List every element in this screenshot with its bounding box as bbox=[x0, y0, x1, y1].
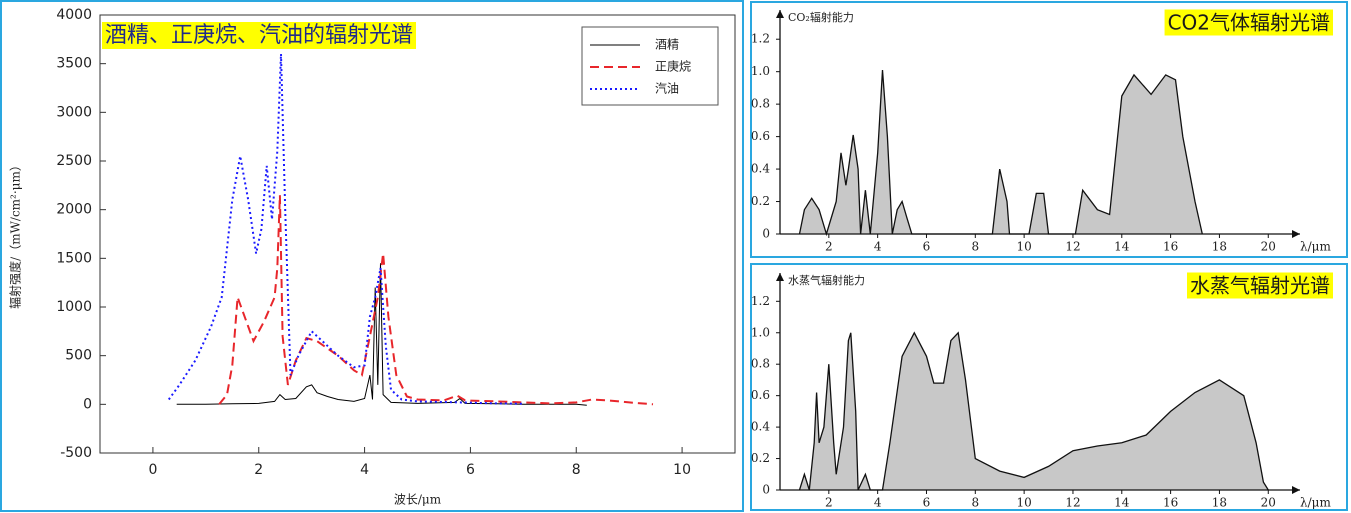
title-background bbox=[1187, 272, 1333, 299]
x-tick-label: 10 bbox=[1016, 240, 1031, 254]
series-line bbox=[218, 195, 654, 406]
y-tick-label: 1.2 bbox=[751, 32, 770, 46]
x-tick-label: 6 bbox=[923, 240, 931, 254]
y-tick-label: 0.6 bbox=[751, 129, 770, 143]
area-fill bbox=[799, 70, 1203, 234]
x-tick-label: 18 bbox=[1212, 240, 1227, 254]
plot-frame bbox=[99, 14, 736, 454]
x-tick-label: 8 bbox=[572, 462, 581, 478]
y-tick-label: 1000 bbox=[56, 299, 92, 315]
x-tick-label: 2 bbox=[825, 496, 833, 510]
x-axis-label: 波长/μm bbox=[394, 493, 442, 507]
x-tick-label: 2 bbox=[825, 240, 833, 254]
panel-border bbox=[750, 263, 1348, 511]
y-axis-label: CO₂辐射能力 bbox=[788, 10, 854, 24]
area-outline bbox=[798, 70, 1203, 237]
y-tick-label: 0 bbox=[762, 483, 770, 497]
x-axis-label: λ/μm bbox=[1300, 240, 1331, 254]
y-tick-label: 3000 bbox=[56, 104, 92, 120]
panel-border bbox=[750, 1, 1348, 258]
x-tick-label: 4 bbox=[360, 462, 369, 478]
axis-arrow bbox=[1292, 230, 1300, 238]
x-tick-label: 2 bbox=[254, 462, 263, 478]
panel-border bbox=[0, 0, 744, 512]
axis-arrow bbox=[1292, 486, 1300, 494]
x-tick-label: 8 bbox=[971, 240, 979, 254]
series-line bbox=[176, 263, 587, 406]
y-tick-label: 3500 bbox=[56, 56, 92, 72]
x-tick-label: 4 bbox=[874, 496, 882, 510]
title-background bbox=[1164, 9, 1333, 36]
x-tick-label: 14 bbox=[1114, 240, 1130, 254]
area-fill bbox=[799, 332, 1269, 490]
y-tick-label: 500 bbox=[65, 348, 92, 364]
y-tick-label: 0.6 bbox=[751, 388, 770, 402]
y-tick-label: -500 bbox=[60, 445, 92, 461]
y-tick-label: 0 bbox=[83, 396, 92, 412]
x-tick-label: 6 bbox=[923, 496, 931, 510]
x-tick-label: 10 bbox=[1016, 496, 1031, 510]
x-tick-label: 16 bbox=[1163, 240, 1178, 254]
legend-box bbox=[581, 26, 719, 106]
x-tick-label: 0 bbox=[148, 462, 157, 478]
axis-arrow bbox=[776, 273, 784, 281]
y-tick-label: 4000 bbox=[56, 7, 92, 23]
y-tick-label: 0.4 bbox=[751, 420, 770, 434]
y-tick-label: 0.2 bbox=[751, 194, 770, 208]
x-tick-label: 12 bbox=[1065, 240, 1080, 254]
y-tick-label: 2500 bbox=[56, 153, 92, 169]
x-tick-label: 4 bbox=[874, 240, 882, 254]
y-tick-label: 0.8 bbox=[751, 97, 770, 111]
x-tick-label: 14 bbox=[1114, 496, 1130, 510]
chart-title: CO2气体辐射光谱 bbox=[1168, 11, 1330, 35]
legend-label: 汽油 bbox=[655, 81, 679, 96]
x-tick-label: 16 bbox=[1163, 496, 1178, 510]
x-axis-label: λ/μm bbox=[1300, 496, 1331, 510]
y-tick-label: 1.0 bbox=[751, 64, 770, 78]
y-tick-label: 0.8 bbox=[751, 357, 770, 371]
x-tick-label: 10 bbox=[673, 462, 691, 478]
y-tick-label: 1.0 bbox=[751, 325, 770, 339]
y-tick-label: 0.4 bbox=[751, 162, 770, 176]
y-tick-label: 0 bbox=[762, 227, 770, 241]
chart-title: 酒精、正庚烷、汽油的辐射光谱 bbox=[105, 23, 413, 48]
x-tick-label: 18 bbox=[1212, 496, 1227, 510]
series-line bbox=[167, 53, 524, 405]
y-tick-label: 1500 bbox=[56, 250, 92, 266]
legend-label: 正庚烷 bbox=[655, 59, 691, 74]
x-tick-label: 8 bbox=[971, 496, 979, 510]
title-background bbox=[102, 22, 417, 49]
chart-title: 水蒸气辐射光谱 bbox=[1190, 274, 1330, 298]
axis-arrow bbox=[776, 10, 784, 18]
x-tick-label: 6 bbox=[466, 462, 475, 478]
y-axis-label: 辐射强度/（mW/cm²·μm） bbox=[8, 159, 23, 309]
y-axis-label: 水蒸气辐射能力 bbox=[788, 273, 865, 287]
x-tick-label: 12 bbox=[1065, 496, 1080, 510]
y-tick-label: 0.2 bbox=[751, 451, 770, 465]
legend-label: 酒精 bbox=[655, 38, 679, 52]
area-outline bbox=[798, 331, 1269, 491]
x-tick-label: 20 bbox=[1261, 496, 1276, 510]
y-tick-label: 2000 bbox=[56, 202, 92, 218]
y-tick-label: 1.2 bbox=[751, 294, 770, 308]
x-tick-label: 20 bbox=[1261, 240, 1276, 254]
